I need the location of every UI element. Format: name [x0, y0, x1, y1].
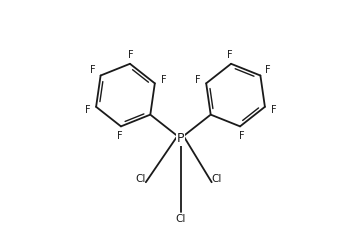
Text: P: P — [177, 132, 184, 145]
Text: Cl: Cl — [212, 174, 222, 184]
Text: F: F — [117, 131, 122, 141]
Text: F: F — [195, 75, 200, 85]
Text: Cl: Cl — [135, 174, 146, 184]
Text: F: F — [91, 65, 96, 75]
Text: F: F — [129, 50, 134, 59]
Text: Cl: Cl — [175, 214, 186, 224]
Text: F: F — [161, 75, 166, 85]
Text: F: F — [84, 105, 90, 115]
Text: F: F — [227, 50, 232, 59]
Text: F: F — [239, 131, 244, 141]
Text: F: F — [271, 105, 277, 115]
Text: F: F — [265, 65, 270, 75]
